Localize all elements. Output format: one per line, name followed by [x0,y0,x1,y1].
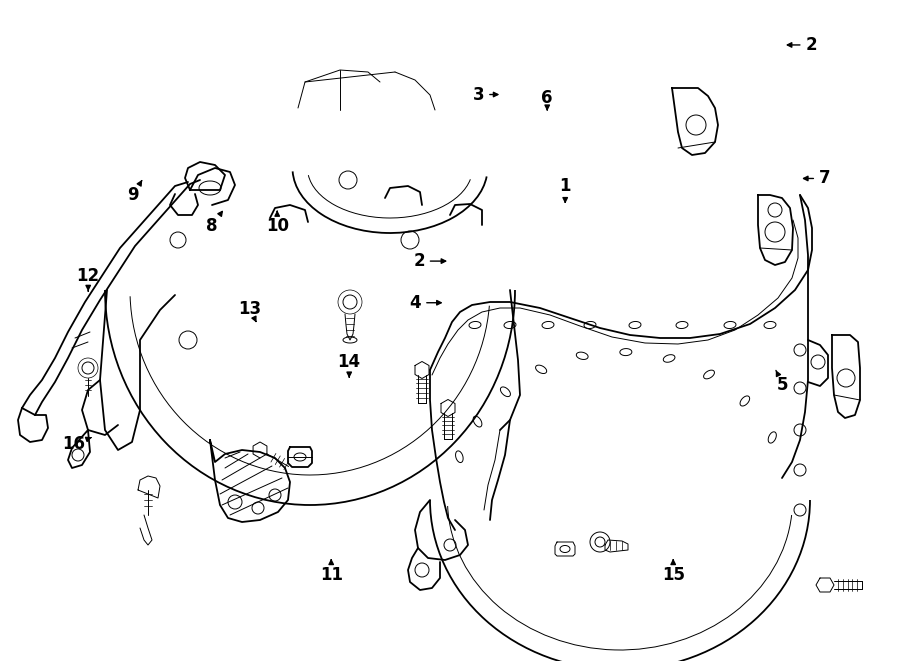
Text: 15: 15 [662,560,685,584]
Text: 3: 3 [472,85,498,104]
Text: 2: 2 [413,252,446,270]
Text: 14: 14 [338,353,361,377]
Text: 5: 5 [776,370,788,394]
Text: 8: 8 [206,212,222,235]
Text: 2: 2 [788,36,817,54]
Text: 16: 16 [62,435,91,453]
Text: 4: 4 [410,293,441,312]
Text: 6: 6 [542,89,553,110]
Text: 9: 9 [128,180,141,204]
Text: 7: 7 [804,169,831,188]
Text: 11: 11 [320,560,343,584]
Text: 13: 13 [238,300,262,321]
Text: 12: 12 [76,267,100,291]
Text: 10: 10 [266,212,289,235]
Text: 1: 1 [560,177,571,202]
